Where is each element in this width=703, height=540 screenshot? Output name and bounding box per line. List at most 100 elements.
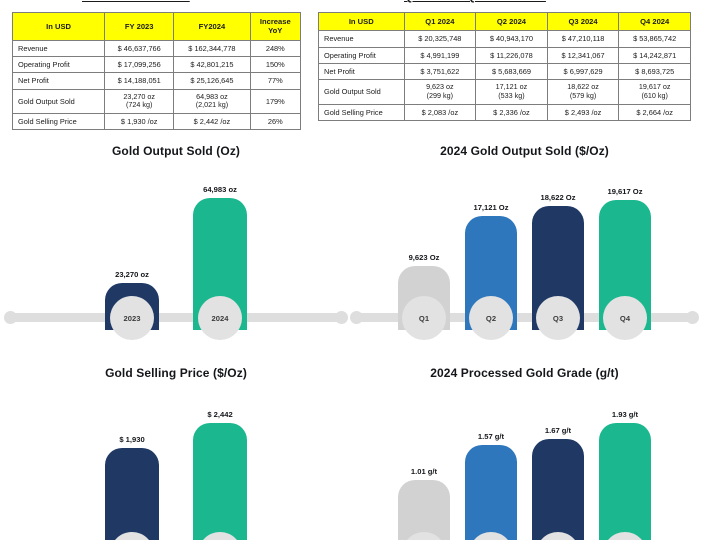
table-row: Revenue $ 46,637,766 $ 162,344,778 248% — [11, 39, 302, 58]
chart-bars: 9,623 Oz Q1 17,121 Oz Q2 18,622 Oz Q3 19,617 O… — [352, 158, 697, 340]
bar-category-node: Q1 — [402, 532, 446, 540]
cell-q2: $ 2,336 /oz — [475, 103, 548, 121]
table-year-on-year: In USD FY 2023 FY2024 Increase YoY Reven… — [11, 12, 302, 131]
bar-slot[interactable]: 1.57 g/t Q2 — [458, 380, 525, 540]
bar-slot[interactable]: 17,121 Oz Q2 — [458, 158, 525, 340]
bar-value-label: $ 1,930 — [119, 435, 145, 445]
bar-value-label: 1.93 g/t — [611, 409, 639, 419]
value-main: 17,121 oz — [495, 82, 528, 92]
bar-slot[interactable]: 1.67 g/t Q3 — [525, 380, 592, 540]
col-header-q4-2024: Q4 2024 — [618, 11, 691, 32]
cell-q3: $ 12,341,067 — [546, 46, 620, 64]
table-row: Gold Output Sold 9,623 oz (299 kg) 17,12… — [318, 79, 691, 105]
cell-q1: $ 3,751,622 — [403, 62, 477, 81]
bar[interactable] — [105, 448, 159, 540]
bar-value-label: 1.57 g/t — [477, 431, 505, 441]
col-header-fy2023: FY 2023 — [104, 12, 175, 41]
cell-fy2024: $ 42,801,215 — [173, 56, 251, 74]
chart-2024-gold-output-sold: 2024 Gold Output Sold ($/Oz) 9,623 Oz Q1 1… — [350, 144, 699, 356]
row-label: Operating Profit — [11, 56, 106, 74]
bar-category-node: Q4 — [603, 296, 647, 340]
bar-value-label: 23,270 oz — [115, 269, 149, 279]
col-header-in-usd: In USD — [11, 12, 106, 41]
col-header-increase-yoy: Increase YoY — [249, 12, 302, 41]
chart-axis-track — [4, 311, 348, 324]
value-sub: (299 kg) — [426, 90, 454, 100]
chart-plot-area: 23,270 oz 2023 64,983 oz 2024 — [4, 158, 348, 340]
chart-bars: 1.01 g/t Q1 1.57 g/t Q2 1.67 g/t Q3 1.93 g/t Q4 — [352, 380, 697, 540]
chart-plot-area: 9,623 Oz Q1 17,121 Oz Q2 18,622 Oz Q3 19,617 O… — [350, 158, 699, 340]
cell-fy2023: $ 46,637,766 — [104, 39, 175, 58]
bar-value-label: $ 2,442 — [207, 410, 233, 420]
cell-q3: $ 47,210,118 — [546, 30, 620, 48]
value-sub: (610 kg) — [641, 90, 668, 100]
bar[interactable] — [599, 422, 651, 540]
table-row: Operating Profit $ 4,991,199 $ 11,226,07… — [318, 46, 691, 64]
bar-category-node: Q3 — [536, 296, 580, 340]
value-main: 19,617 oz — [638, 82, 671, 92]
bar-slot[interactable]: 9,623 Oz Q1 — [391, 158, 458, 340]
cell-q3: $ 2,493 /oz — [546, 103, 620, 121]
cell-fy2024: 64,983 oz (2,021 kg) — [173, 88, 251, 115]
bar[interactable] — [193, 423, 247, 540]
row-label: Revenue — [318, 30, 405, 48]
bar-value-label: 1.01 g/t — [410, 466, 438, 476]
cell-q1: $ 20,325,748 — [403, 30, 477, 48]
cell-fy2024: $ 162,344,778 — [173, 39, 251, 58]
bar-slot[interactable]: 64,983 oz 2024 — [176, 158, 264, 340]
table-row: Gold Selling Price $ 1,930 /oz $ 2,442 /… — [11, 112, 302, 131]
row-label: Gold Selling Price — [11, 112, 106, 131]
cell-q4: $ 8,693,725 — [618, 62, 691, 81]
table-quarter-on-quarter: In USD Q1 2024 Q2 2024 Q3 2024 Q4 2024 R… — [318, 11, 691, 121]
bar-slot[interactable]: 1.93 g/t Q4 — [592, 380, 659, 540]
row-label: Revenue — [11, 39, 106, 58]
cell-q4: $ 14,242,871 — [618, 46, 691, 64]
value-sub: (579 kg) — [569, 90, 597, 100]
chart-bars: 23,270 oz 2023 64,983 oz 2024 — [6, 158, 346, 340]
bar-slot[interactable]: $ 2,442 2024 — [176, 380, 264, 540]
value-main: 18,622 oz — [567, 82, 599, 92]
chart-title: 2024 Processed Gold Grade (g/t) — [430, 366, 619, 380]
cell-yoy: 77% — [249, 72, 302, 90]
table-header-row: In USD Q1 2024 Q2 2024 Q3 2024 Q4 2024 — [318, 11, 691, 32]
value-main: 64,983 oz — [196, 91, 228, 101]
bar-category-node: Q2 — [469, 296, 513, 340]
chart-plot-area: 1.01 g/t Q1 1.57 g/t Q2 1.67 g/t Q3 1.93 g/t Q4 — [352, 380, 697, 540]
bar[interactable] — [398, 479, 450, 540]
table-row: Net Profit $ 14,188,051 $ 25,126,645 77% — [11, 72, 302, 90]
bar-category-node: Q2 — [469, 532, 513, 540]
qoq-table: In USD Q1 2024 Q2 2024 Q3 2024 Q4 2024 R… — [318, 11, 691, 121]
row-label: Net Profit — [318, 62, 405, 81]
cell-fy2023: $ 14,188,051 — [104, 72, 175, 90]
cell-fy2023: 23,270 oz (724 kg) — [104, 88, 175, 115]
value-sub: (2,021 kg) — [195, 100, 229, 110]
col-header-q1-2024: Q1 2024 — [403, 11, 477, 32]
bar[interactable] — [465, 444, 517, 540]
bar-slot[interactable]: $ 1,930 2023 — [88, 380, 176, 540]
row-label: Net Profit — [11, 72, 106, 90]
row-label: Gold Output Sold — [11, 88, 106, 115]
value-main: 9,623 oz — [426, 82, 454, 92]
cell-fy2023: $ 17,099,256 — [104, 56, 175, 74]
bar-value-label: 9,623 Oz — [408, 253, 440, 263]
bar-slot[interactable]: 23,270 oz 2023 — [88, 158, 176, 340]
cell-q3: $ 6,997,629 — [546, 62, 620, 81]
cell-q2: $ 11,226,078 — [475, 46, 548, 64]
bar-value-label: 1.67 g/t — [544, 425, 572, 435]
bar-category-node: 2023 — [110, 532, 154, 540]
cell-q4: $ 53,865,742 — [618, 30, 691, 48]
bar[interactable] — [532, 438, 584, 540]
cell-fy2024: $ 2,442 /oz — [173, 112, 251, 131]
cell-yoy: 26% — [249, 112, 302, 131]
bar-category-node: Q4 — [603, 532, 647, 540]
cell-q1: $ 4,991,199 — [403, 46, 477, 64]
bar-slot[interactable]: 19,617 Oz Q4 — [592, 158, 659, 340]
cell-q2: $ 40,943,170 — [475, 30, 548, 48]
bar-slot[interactable]: 18,622 Oz Q3 — [525, 158, 592, 340]
chart-title: Gold Selling Price ($/Oz) — [105, 366, 247, 380]
cell-q4: $ 2,664 /oz — [618, 103, 691, 121]
value-sub: (724 kg) — [126, 100, 153, 110]
cell-q1: $ 2,083 /oz — [403, 103, 477, 121]
cell-yoy: 248% — [249, 39, 302, 58]
bar-slot[interactable]: 1.01 g/t Q1 — [391, 380, 458, 540]
